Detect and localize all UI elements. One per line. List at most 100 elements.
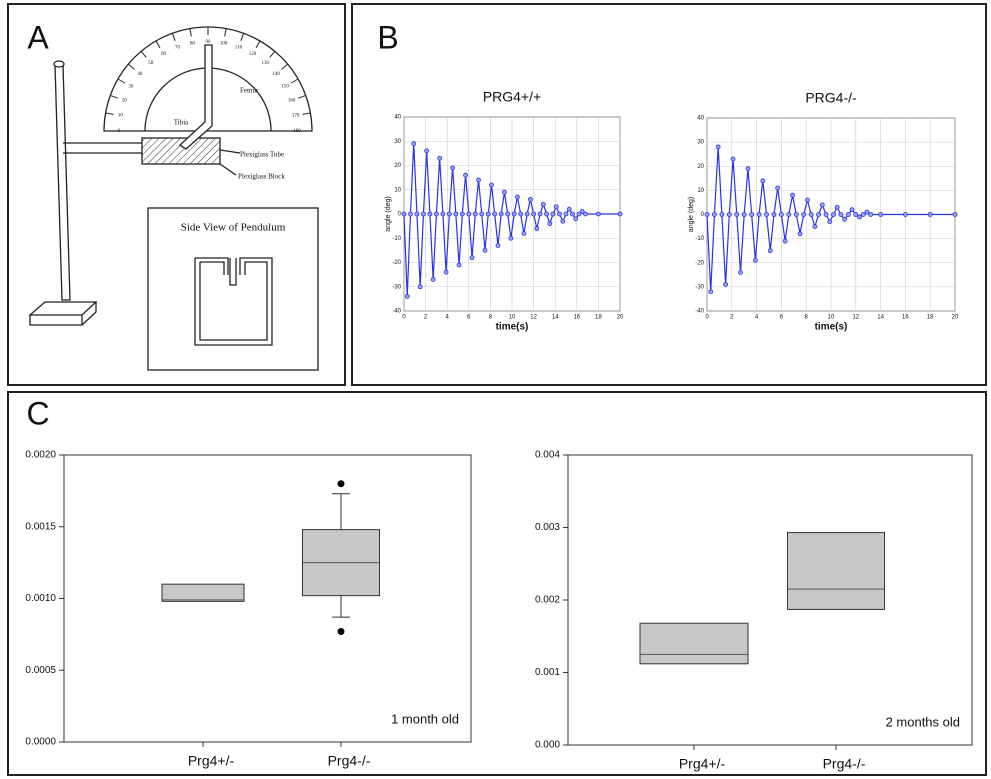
data-point — [752, 257, 758, 263]
protractor-tick — [269, 51, 276, 58]
data-point — [730, 156, 736, 162]
protractor-tick — [155, 40, 161, 49]
y-tick-label: 20 — [697, 164, 704, 170]
protractor-label: 180 — [293, 129, 301, 134]
data-point — [775, 185, 781, 191]
y-tick-label: -40 — [695, 309, 704, 315]
protractor-tick — [224, 28, 227, 37]
x-tick-label: 18 — [927, 315, 934, 321]
data-point — [540, 201, 546, 207]
protractor-label: 50 — [148, 61, 154, 66]
x-tick-label: 8 — [805, 315, 809, 321]
data-point — [808, 212, 814, 217]
x-tick-label: 16 — [902, 315, 909, 321]
protractor-label: 40 — [137, 72, 143, 77]
protractor-tick — [240, 33, 245, 41]
data-point — [417, 284, 423, 290]
protractor-label: 70 — [175, 46, 181, 51]
outlier — [337, 628, 345, 636]
protractor-tick — [255, 40, 261, 49]
data-point — [617, 211, 623, 217]
x-tick-label: 4 — [446, 315, 450, 321]
data-point — [782, 238, 788, 244]
data-point — [411, 141, 417, 147]
protractor-tick — [298, 94, 306, 99]
data-point — [502, 189, 507, 195]
plot-area — [63, 454, 472, 743]
inset-title: Side View of Pendulum — [181, 222, 286, 234]
data-point — [838, 212, 844, 217]
x-axis-label: time(s) — [815, 322, 848, 333]
data-point — [557, 211, 562, 217]
inset-pendulum — [194, 257, 273, 346]
data-point — [537, 211, 543, 217]
data-point — [511, 211, 517, 217]
data-point — [878, 212, 883, 217]
data-point — [534, 226, 540, 231]
data-point — [579, 209, 585, 214]
protractor-label: 110 — [235, 46, 243, 51]
data-point — [864, 209, 870, 215]
data-point — [849, 207, 855, 213]
x-axis-label: time(s) — [496, 322, 529, 333]
y-tick-label: -10 — [695, 236, 704, 242]
data-point — [547, 221, 553, 227]
panel-label: B — [377, 19, 398, 55]
diagram-label: Tibia — [174, 119, 189, 127]
x-tick-label: 18 — [595, 315, 602, 321]
x-tick-label: 12 — [530, 315, 537, 321]
femur-tibia — [178, 44, 213, 150]
protractor-tick — [171, 33, 176, 41]
data-point — [531, 211, 536, 217]
data-point — [450, 165, 456, 171]
data-point — [903, 212, 908, 217]
data-point — [446, 211, 452, 217]
diagram-label: Femur — [240, 87, 259, 95]
data-point — [760, 178, 766, 184]
x-tick-label: 10 — [509, 315, 516, 321]
chart-title: PRG4+/+ — [483, 89, 541, 105]
data-point — [812, 224, 818, 229]
data-point — [544, 211, 549, 217]
x-tick-label: Prg4+/- — [188, 753, 235, 769]
data-point — [801, 212, 807, 217]
data-point — [741, 212, 747, 217]
data-point — [485, 211, 491, 217]
x-tick-label: 10 — [828, 315, 835, 321]
protractor-label: 140 — [272, 72, 280, 77]
data-point — [466, 211, 472, 217]
data-point — [443, 269, 449, 275]
data-point — [472, 211, 478, 217]
y-tick-label: 0.000 — [535, 740, 560, 751]
data-point — [857, 214, 862, 220]
data-point — [823, 212, 829, 217]
inset-rod — [229, 258, 237, 286]
x-tick-label: 14 — [552, 315, 559, 321]
y-tick-label: 0.004 — [535, 450, 560, 461]
x-tick-label: Prg4+/- — [679, 756, 726, 772]
protractor-label: 120 — [249, 52, 257, 57]
outlier — [337, 480, 345, 488]
data-point — [553, 204, 559, 210]
x-tick-label: 12 — [852, 315, 859, 321]
data-point — [767, 248, 773, 254]
protractor-tick — [128, 63, 135, 70]
x-tick-label: Prg4-/- — [823, 756, 866, 772]
data-point — [819, 202, 825, 208]
data-point — [779, 212, 784, 217]
y-tick-label: -20 — [695, 260, 704, 266]
data-point — [430, 277, 436, 282]
pole-top — [53, 60, 65, 68]
protractor-label: 100 — [220, 41, 228, 46]
data-point — [566, 206, 572, 212]
data-point — [805, 197, 810, 203]
data-point — [749, 212, 755, 217]
protractor-tick — [281, 63, 288, 70]
y-tick-label: 10 — [394, 187, 401, 193]
data-point — [952, 212, 958, 217]
annotation: 1 month old — [391, 711, 459, 726]
data-point — [576, 211, 582, 217]
x-tick-label: 20 — [952, 315, 959, 321]
data-point — [421, 211, 426, 217]
